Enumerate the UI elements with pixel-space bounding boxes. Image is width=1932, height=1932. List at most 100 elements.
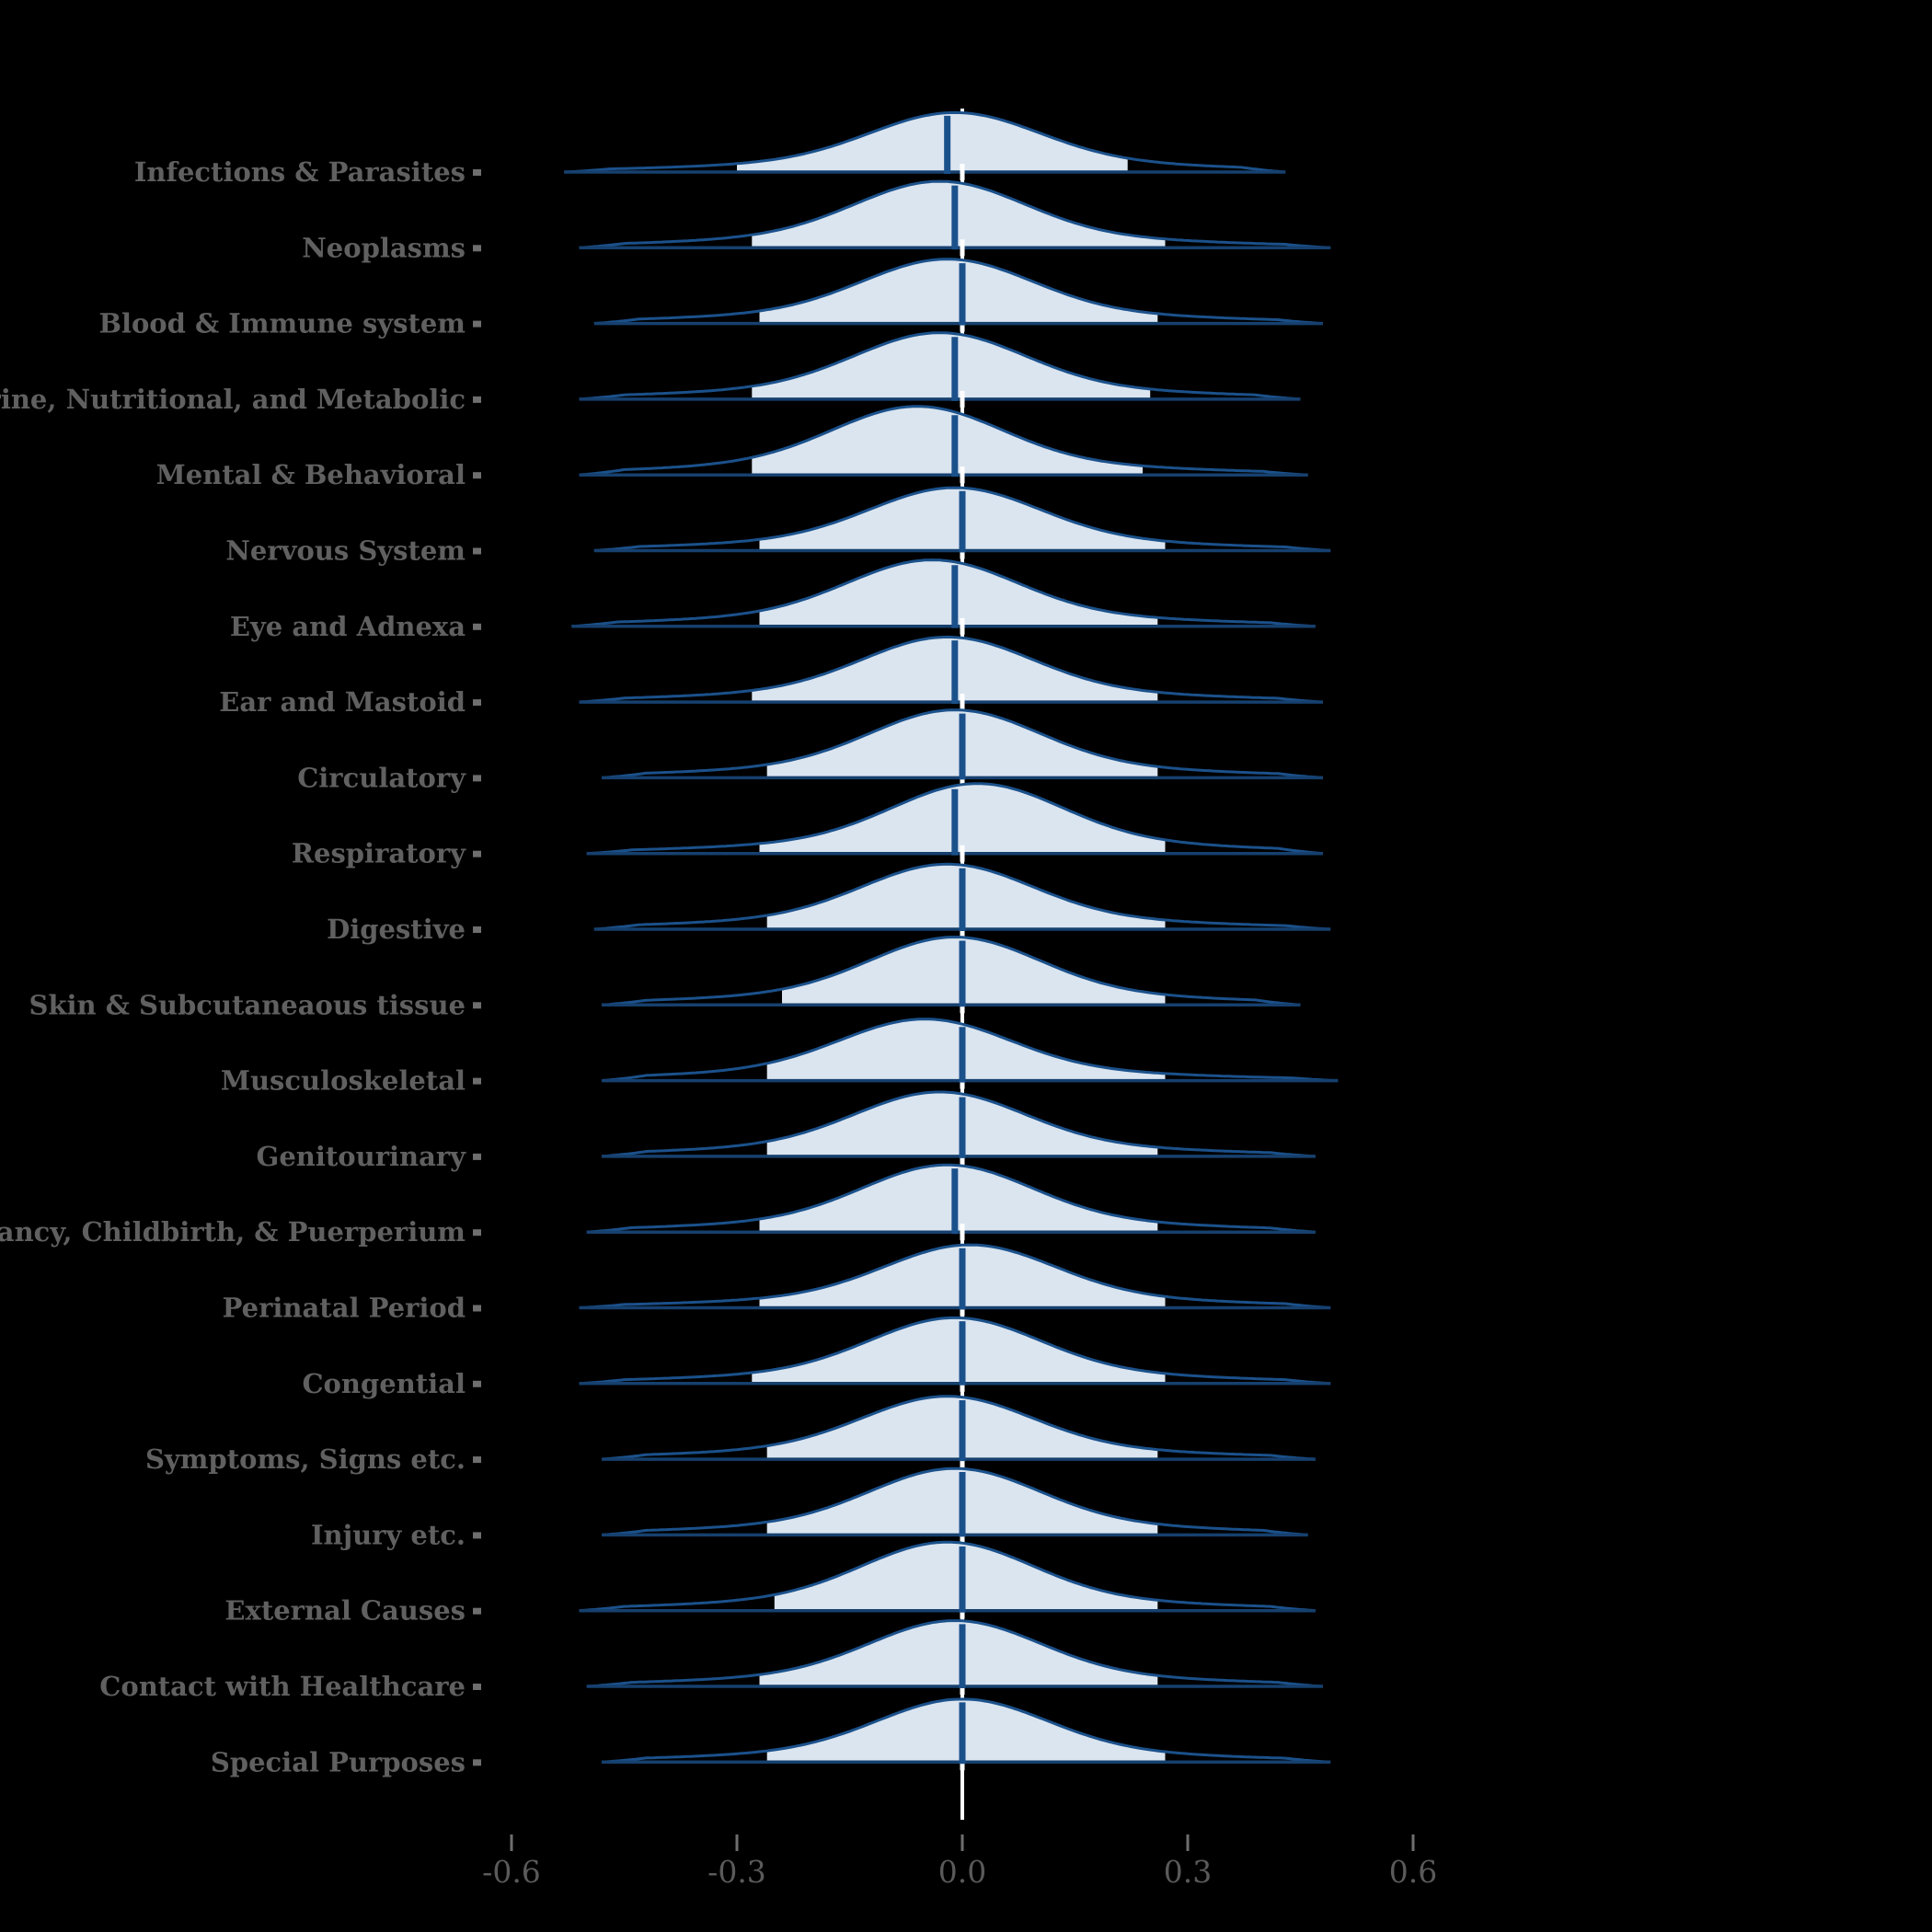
density-curve bbox=[586, 1619, 1324, 1688]
ridge-row bbox=[586, 1619, 1324, 1695]
density-curve bbox=[601, 1090, 1316, 1158]
category-label: Nervous System bbox=[225, 535, 466, 567]
density-interval-fill bbox=[737, 112, 1128, 172]
zero-tick bbox=[960, 239, 965, 257]
ridge-row bbox=[586, 782, 1324, 862]
x-tick-label: 0.3 bbox=[1164, 1854, 1212, 1890]
density-curve bbox=[564, 110, 1286, 174]
density-interval-fill bbox=[759, 783, 1166, 854]
ridge-row bbox=[564, 110, 1286, 180]
density-curve bbox=[593, 258, 1324, 326]
zero-tick bbox=[960, 617, 965, 635]
density-curve bbox=[601, 1697, 1331, 1764]
ridge-rows-group bbox=[564, 110, 1339, 1771]
ridge-row bbox=[579, 1243, 1331, 1317]
y-tick-mark bbox=[473, 320, 481, 328]
density-interval-fill bbox=[766, 1698, 1166, 1763]
y-tick-mark bbox=[473, 547, 481, 555]
zero-tick bbox=[960, 694, 965, 711]
ridge-row bbox=[593, 258, 1324, 332]
ridge-row bbox=[586, 1163, 1316, 1241]
y-tick-mark bbox=[473, 926, 481, 933]
y-tick-mark bbox=[473, 775, 481, 782]
ridge-row bbox=[593, 486, 1331, 559]
ridge-row bbox=[601, 936, 1301, 1014]
y-tick-mark bbox=[473, 1684, 481, 1690]
category-label: Musculoskeletal bbox=[221, 1065, 466, 1097]
density-interval-fill bbox=[782, 937, 1166, 1006]
density-interval-fill bbox=[766, 1018, 1166, 1081]
category-label: Injury etc. bbox=[311, 1519, 466, 1550]
density-curve bbox=[586, 782, 1324, 856]
x-axis-group: -0.6 -0.3 0.0 0.3 0.6 bbox=[482, 1834, 1437, 1890]
ridge-row bbox=[601, 708, 1324, 787]
y-tick-mark bbox=[473, 1305, 481, 1312]
y-tick-mark bbox=[473, 1456, 481, 1464]
density-interval-fill bbox=[752, 181, 1166, 248]
density-curve bbox=[579, 331, 1301, 401]
density-curve bbox=[593, 862, 1331, 931]
y-tick-mark bbox=[473, 472, 481, 479]
density-curve bbox=[571, 558, 1316, 628]
zero-tick bbox=[960, 466, 965, 484]
category-label: Ear and Mastoid bbox=[219, 686, 466, 718]
ridge-row bbox=[579, 331, 1301, 408]
x-tick-label: 0.0 bbox=[938, 1854, 986, 1890]
density-interval-fill bbox=[752, 332, 1151, 399]
y-tick-mark bbox=[473, 850, 481, 857]
category-label: Genitourinary bbox=[257, 1141, 467, 1172]
y-tick-mark bbox=[473, 1077, 481, 1085]
ridge-row bbox=[579, 179, 1331, 257]
category-label: Endocrine, Nutritional, and Metabolic bbox=[0, 384, 466, 415]
category-label: Neoplasms bbox=[302, 232, 466, 263]
category-label: Perinatal Period bbox=[223, 1293, 466, 1324]
y-tick-mark bbox=[473, 396, 481, 403]
category-label: Infections & Parasites bbox=[134, 156, 466, 188]
density-curve bbox=[586, 1163, 1316, 1234]
y-tick-mark bbox=[473, 169, 481, 176]
ridge-row bbox=[601, 1466, 1308, 1544]
ridge-row bbox=[601, 1090, 1316, 1165]
zero-tick bbox=[960, 845, 965, 862]
density-interval-fill bbox=[759, 559, 1158, 627]
y-tick-mark bbox=[473, 1532, 481, 1539]
density-interval-fill bbox=[752, 1317, 1166, 1384]
category-label: Symptoms, Signs etc. bbox=[145, 1443, 466, 1475]
x-tick-label: -0.3 bbox=[707, 1854, 766, 1890]
density-curve bbox=[601, 708, 1324, 779]
zero-tick bbox=[960, 390, 965, 408]
category-label: Blood & Immune system bbox=[98, 308, 466, 339]
category-label: Eye and Adnexa bbox=[230, 611, 466, 642]
zero-tick bbox=[960, 164, 965, 180]
y-tick-mark bbox=[473, 1002, 481, 1009]
density-curve bbox=[601, 936, 1301, 1006]
ridge-row bbox=[601, 1697, 1331, 1771]
density-curve bbox=[579, 1243, 1331, 1309]
category-label: Pregancy, Childbirth, & Puerperium bbox=[0, 1216, 466, 1248]
ridge-row bbox=[579, 1540, 1316, 1619]
density-interval-fill bbox=[759, 1165, 1158, 1233]
category-label: Congential bbox=[302, 1368, 466, 1399]
category-label: Special Purposes bbox=[211, 1746, 466, 1777]
y-tick-mark bbox=[473, 1380, 481, 1387]
y-tick-mark bbox=[473, 245, 481, 252]
ridge-row bbox=[571, 558, 1316, 635]
ridge-row bbox=[579, 1316, 1331, 1392]
category-label: Circulatory bbox=[297, 762, 466, 793]
density-curve bbox=[579, 635, 1324, 704]
density-interval-fill bbox=[774, 1542, 1158, 1611]
y-tick-mark bbox=[473, 1607, 481, 1615]
density-interval-fill bbox=[766, 864, 1166, 929]
y-tick-mark bbox=[473, 1229, 481, 1236]
y-tick-mark bbox=[473, 699, 481, 707]
ridge-row bbox=[601, 1395, 1316, 1468]
category-label: Respiratory bbox=[292, 838, 466, 869]
density-interval-fill bbox=[759, 1620, 1158, 1686]
density-curve bbox=[601, 1395, 1316, 1461]
x-tick-label: 0.6 bbox=[1389, 1854, 1437, 1890]
density-curve bbox=[593, 486, 1331, 552]
density-curve bbox=[579, 179, 1331, 249]
category-label: Mental & Behavioral bbox=[156, 459, 466, 490]
